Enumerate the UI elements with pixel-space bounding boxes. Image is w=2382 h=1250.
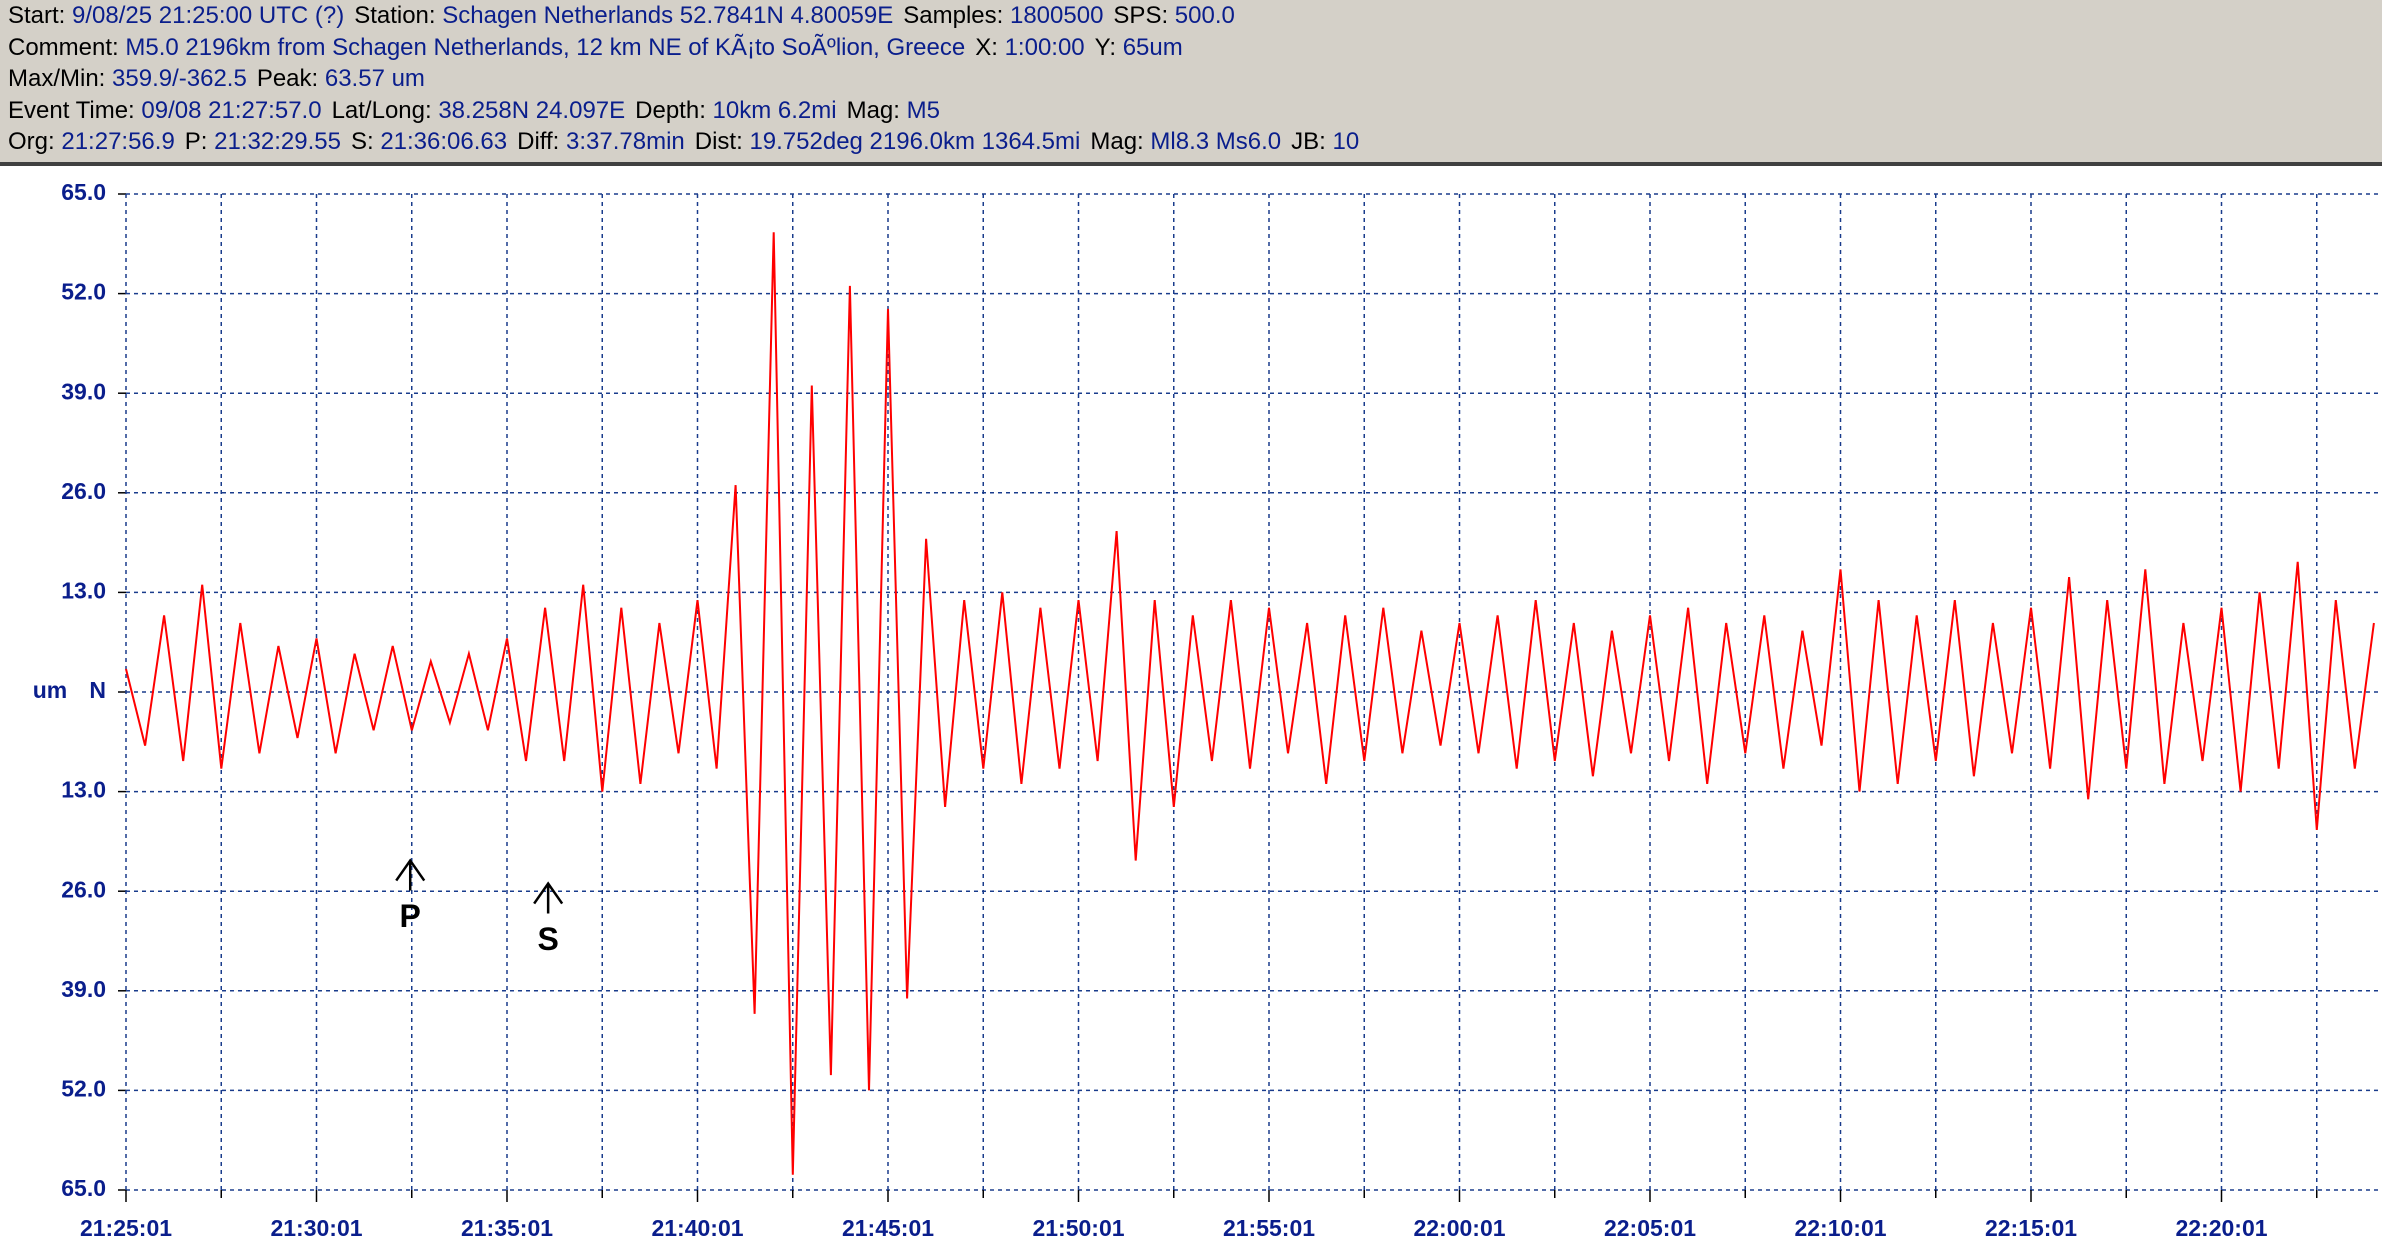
info-value: 21:32:29.55 [214,128,341,155]
info-value: M5 [906,96,940,124]
info-label: Diff: [517,128,560,155]
info-line: Org: 21:27:56.9 P: 21:32:29.55 S: 21:36:06… [8,126,2374,158]
y-tick-label: 39.0 [61,378,106,404]
y-tick-label: 52.0 [61,1075,106,1101]
info-value: 21:27:56.9 [61,128,175,155]
arrow-label: S [537,921,558,957]
info-value: 21:36:06.63 [380,128,508,155]
x-tick-label: 22:10:01 [1794,1215,1886,1241]
y-tick-label: 26.0 [61,478,106,504]
info-label: Samples: [903,2,1004,29]
info-line: Start: 9/08/25 21:25:00 UTC (?) Station: … [8,0,2374,32]
info-label: Org: [8,128,55,155]
info-label: Start: [8,2,66,29]
info-value: Schagen Netherlands 52.7841N 4.80059E [442,2,894,29]
y-tick-label: 13.0 [61,777,106,803]
y-tick-label: N [89,677,106,703]
info-label: X: [975,33,998,61]
x-tick-label: 21:30:01 [270,1215,362,1241]
y-axis-label: um [33,677,68,703]
x-tick-label: 22:15:01 [1985,1215,2077,1241]
info-label: Event Time: [8,96,135,124]
info-label: Station: [354,2,436,29]
y-tick-label: 65.0 [61,179,106,205]
info-label: Dist: [694,128,743,155]
x-tick-label: 22:00:01 [1413,1215,1505,1241]
info-label: Mag: [1090,128,1144,155]
y-tick-label: 26.0 [61,876,106,902]
info-value: 3:37.78min [566,128,685,155]
info-value: 38.258N 24.097E [438,96,626,124]
info-value: 359.9/-362.5 [112,65,247,92]
info-value: 65um [1122,33,1183,61]
info-label: JB: [1291,128,1326,155]
info-label: Lat/Long: [331,96,432,124]
info-label: Y: [1094,33,1117,61]
arrow-label: P [400,898,421,934]
info-value: 09/08 21:27:57.0 [141,96,322,124]
header-panel: Start: 9/08/25 21:25:00 UTC (?) Station: … [0,0,2382,166]
info-label: Mag: [846,96,900,124]
info-value: 10km 6.2mi [712,96,837,124]
x-tick-label: 21:45:01 [842,1215,934,1241]
x-tick-label: 22:20:01 [2175,1215,2267,1241]
arrow [533,881,564,914]
x-tick-label: 21:35:01 [461,1215,553,1241]
info-label: Depth: [635,96,706,124]
x-tick-label: 21:25:01 [80,1215,172,1241]
info-label: Comment: [8,33,119,61]
y-tick-label: 39.0 [61,976,106,1002]
info-label: P: [184,128,208,155]
y-tick-label: 52.0 [61,279,106,305]
y-tick-label: 13.0 [61,577,106,603]
info-value: 1800500 [1009,2,1104,29]
arrow [395,858,426,891]
info-label: Peak: [256,65,319,92]
x-tick-label: 21:40:01 [651,1215,743,1241]
info-label: Max/Min: [8,65,106,92]
info-value: 1:00:00 [1004,33,1085,61]
info-value: Ml8.3 Ms6.0 [1150,128,1282,155]
info-value: 500.0 [1174,2,1235,29]
info-value: 10 [1332,128,1360,155]
info-line: Event Time: 09/08 21:27:57.0 Lat/Long: 38… [8,95,2374,127]
y-tick-label: 65.0 [61,1175,106,1201]
trace [125,232,2375,1175]
info-value: 63.57 um [324,65,425,92]
info-label: S: [350,128,374,155]
x-tick-label: 22:05:01 [1604,1215,1696,1241]
info-value: M5.0 2196km from Schagen Netherlands, 12… [125,33,966,61]
info-label: SPS: [1113,2,1169,29]
info-value: 9/08/25 21:25:00 UTC (?) [72,2,345,29]
x-tick-label: 21:50:01 [1032,1215,1124,1241]
info-value: 19.752deg 2196.0km 1364.5mi [749,128,1081,155]
x-tick-label: 21:55:01 [1223,1215,1315,1241]
info-line: Comment: M5.0 2196km from Schagen Nether… [8,32,2374,64]
info-line: Max/Min: 359.9/-362.5 Peak: 63.57 um [8,63,2374,95]
